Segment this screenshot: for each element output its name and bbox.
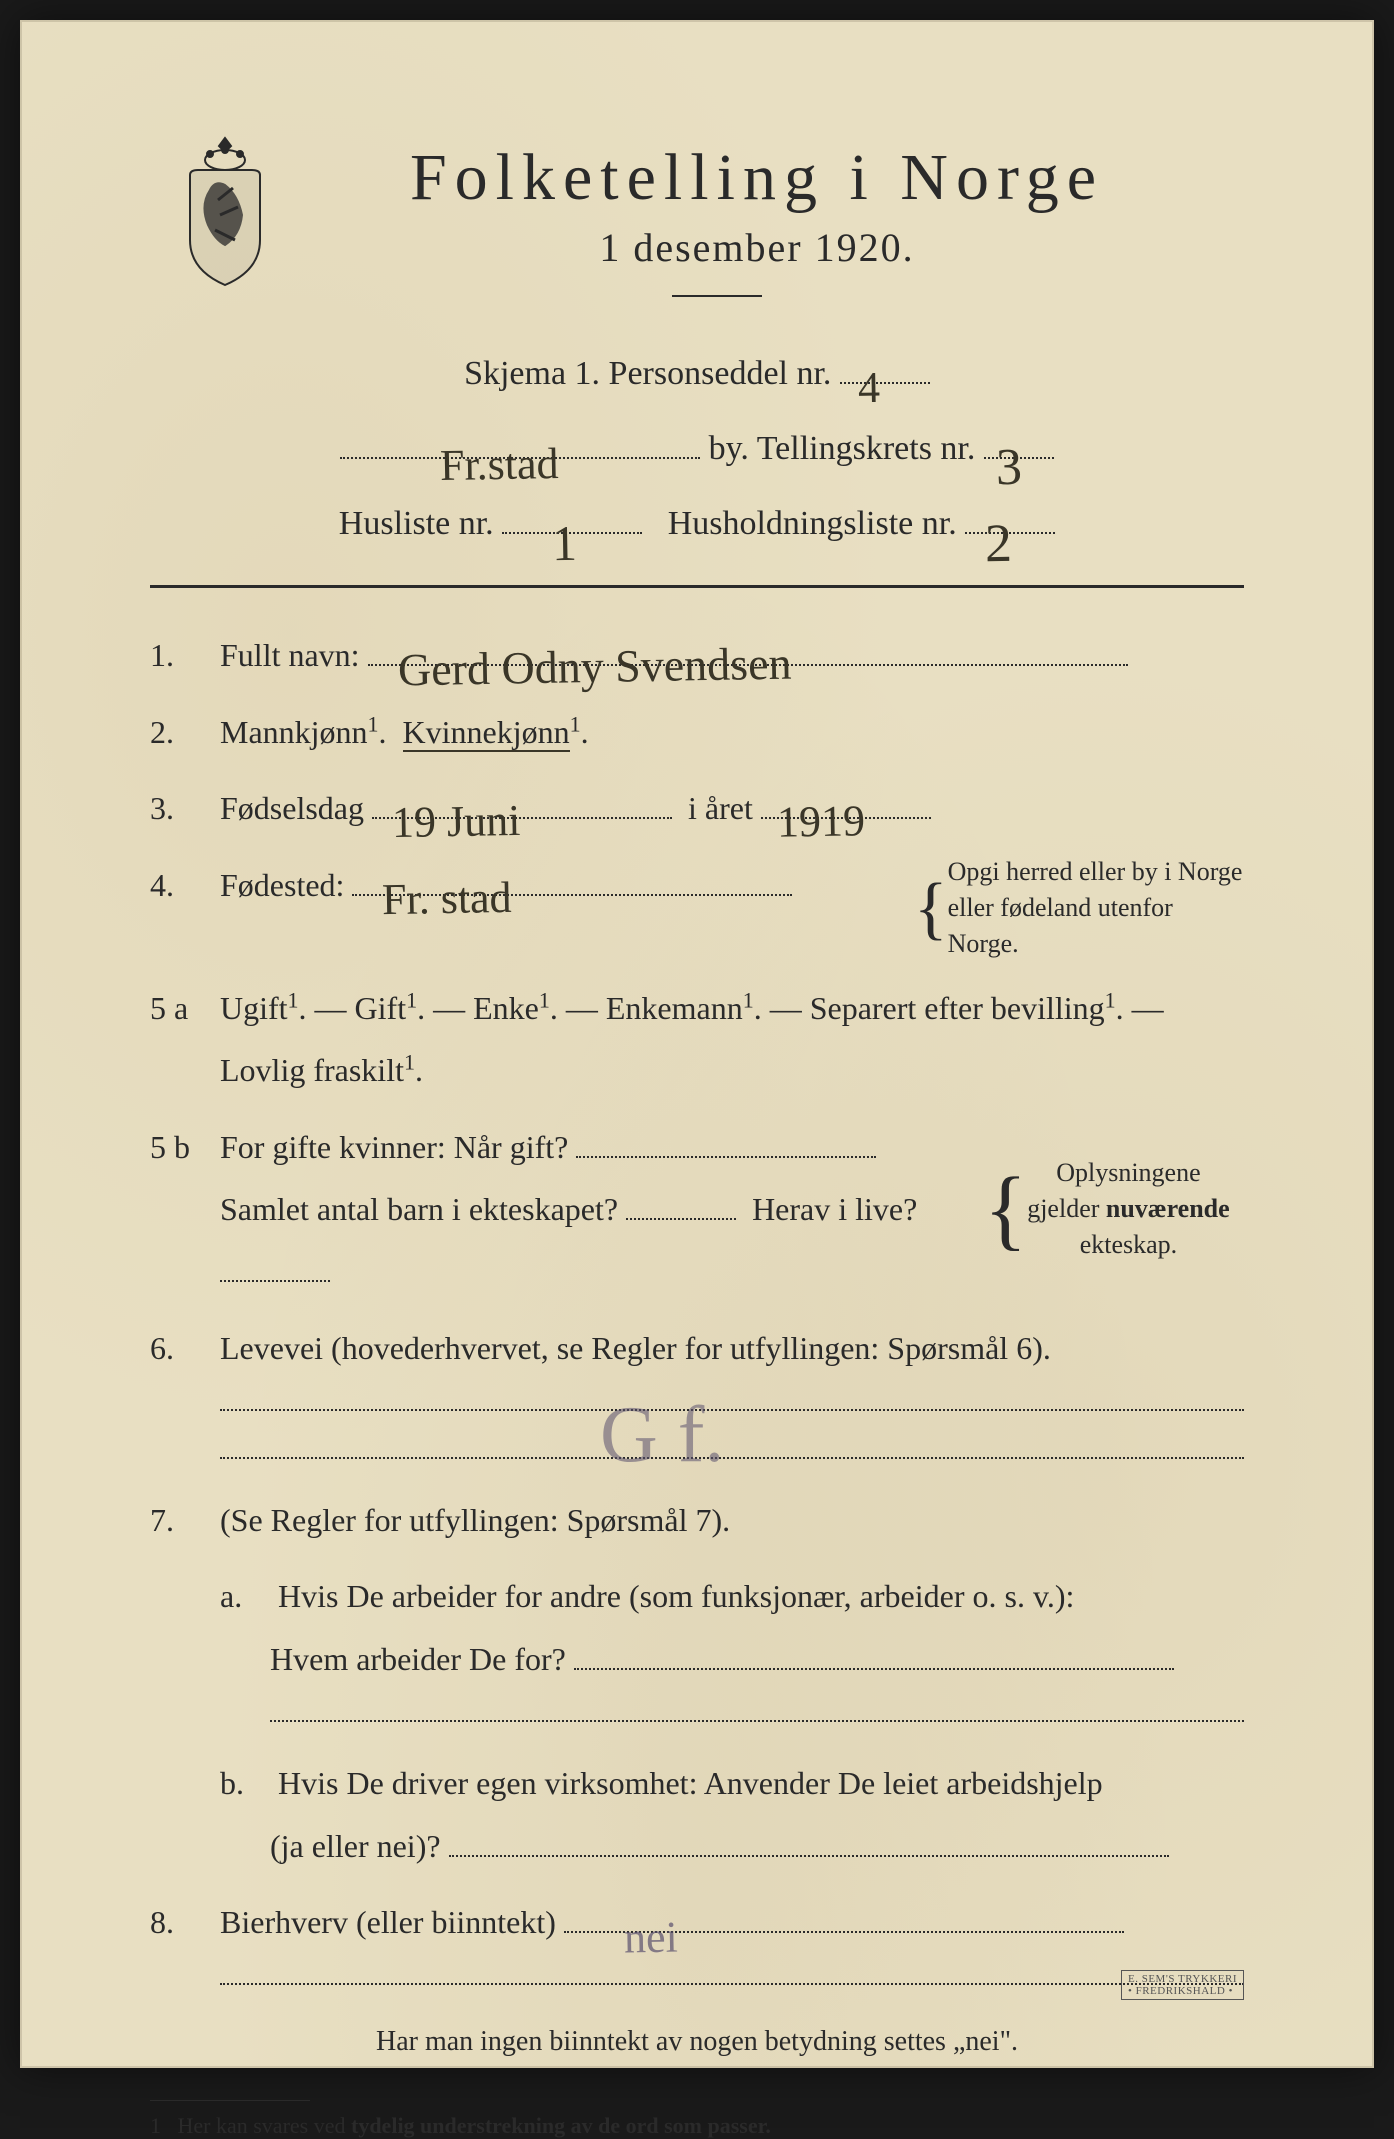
q1-row: 1. Fullt navn: Gerd Odny Svendsen	[150, 624, 1244, 686]
census-form-page: Folketelling i Norge 1 desember 1920. Sk…	[20, 20, 1374, 2068]
form-header: Folketelling i Norge 1 desember 1920.	[150, 140, 1244, 297]
q8-note: Har man ingen biinntekt av nogen betydni…	[150, 2015, 1244, 2070]
q4-num: 4.	[150, 854, 220, 916]
divider-rule	[150, 585, 1244, 588]
q7b-text2: (ja eller nei)?	[270, 1828, 441, 1864]
q8-value: nei	[623, 1895, 678, 1982]
q5b-side1: Oplysningene	[1056, 1158, 1200, 1187]
q5b-num: 5 b	[150, 1116, 220, 1178]
q1-label: Fullt navn:	[220, 637, 360, 673]
form-title: Folketelling i Norge	[270, 140, 1244, 216]
coat-of-arms-icon	[170, 130, 280, 290]
q2-row: 2. Mannkjønn1. Kvinnekjønn1.	[150, 701, 1244, 763]
printer-mark: E. SEM'S TRYKKERI• FREDRIKSHALD •	[1121, 1970, 1244, 2000]
q5b-line2a: Samlet antal barn i ekteskapet?	[220, 1191, 618, 1227]
q2-mann: Mannkjønn	[220, 714, 368, 750]
q3-label-b: i året	[688, 790, 753, 826]
q6-row: 6. Levevei (hovederhvervet, se Regler fo…	[150, 1317, 1244, 1379]
q5b-side2: gjelder nuværende	[1027, 1194, 1229, 1223]
q8-row: 8. Bierhverv (eller biinntekt) nei	[150, 1891, 1244, 1953]
q1-num: 1.	[150, 624, 220, 686]
q7b-label: b.	[220, 1752, 270, 1814]
q5b-line2b: Herav i live?	[752, 1191, 917, 1227]
q4-side: Opgi herred eller by i Norge eller fødel…	[948, 854, 1244, 963]
skjema-label: Skjema 1. Personseddel nr.	[464, 355, 831, 392]
footnote: 1 Her kan svares ved tydelig understrekn…	[150, 2113, 1244, 2139]
q8-line	[220, 1983, 1244, 1985]
q4-value: Fr. stad	[382, 854, 513, 942]
q6-line2	[220, 1457, 1244, 1459]
q3-num: 3.	[150, 777, 220, 839]
q3-row: 3. Fødselsdag 19 Juni i året 1919	[150, 777, 1244, 839]
form-subtitle: 1 desember 1920.	[270, 224, 1244, 271]
q5a-num: 5 a	[150, 977, 220, 1039]
q6-line1	[220, 1409, 1244, 1411]
meta-section: Skjema 1. Personseddel nr. 4 Fr.stad by.…	[150, 337, 1244, 561]
q6-num: 6.	[150, 1317, 220, 1379]
q5b-line1: For gifte kvinner: Når gift?	[220, 1129, 568, 1165]
q8-num: 8.	[150, 1891, 220, 1953]
title-rule	[672, 295, 762, 297]
husliste-nr: 1	[551, 487, 578, 597]
footnote-rule	[150, 2100, 310, 2101]
q7b-text1: Hvis De driver egen virksomhet: Anvender…	[278, 1765, 1103, 1801]
q4-row: 4. Fødested: Fr. stad { Opgi herred elle…	[150, 854, 1244, 963]
q3-label-a: Fødselsdag	[220, 790, 364, 826]
q5b-row: 5 b For gifte kvinner: Når gift? Samlet …	[150, 1116, 1244, 1303]
husholdning-label: Husholdningsliste nr.	[668, 505, 957, 542]
q5a-row: 5 a Ugift1. — Gift1. — Enke1. — Enkemann…	[150, 977, 1244, 1102]
q8-label: Bierhverv (eller biinntekt)	[220, 1904, 556, 1940]
q7-row: 7. (Se Regler for utfyllingen: Spørsmål …	[150, 1489, 1244, 1877]
by-label: by. Tellingskrets nr.	[709, 430, 976, 467]
q7-num: 7.	[150, 1489, 220, 1551]
husliste-label: Husliste nr.	[339, 505, 494, 542]
q7a-label: a.	[220, 1565, 270, 1627]
q7a-text2: Hvem arbeider De for?	[270, 1641, 566, 1677]
footnote-marker: 1	[150, 2113, 161, 2138]
q4-label: Fødested:	[220, 867, 344, 903]
q7-intro: (Se Regler for utfyllingen: Spørsmål 7).	[220, 1502, 730, 1538]
q7a-text1: Hvis De arbeider for andre (som funksjon…	[278, 1578, 1074, 1614]
q5b-side3: ekteskap.	[1080, 1230, 1177, 1259]
q2-kvinne: Kvinnekjønn	[403, 714, 570, 752]
q2-num: 2.	[150, 701, 220, 763]
brace-icon: {	[914, 891, 948, 926]
brace-icon: {	[984, 1187, 1027, 1232]
husholdning-nr: 2	[984, 483, 1013, 602]
questions-section: 1. Fullt navn: Gerd Odny Svendsen 2. Man…	[150, 624, 1244, 2070]
